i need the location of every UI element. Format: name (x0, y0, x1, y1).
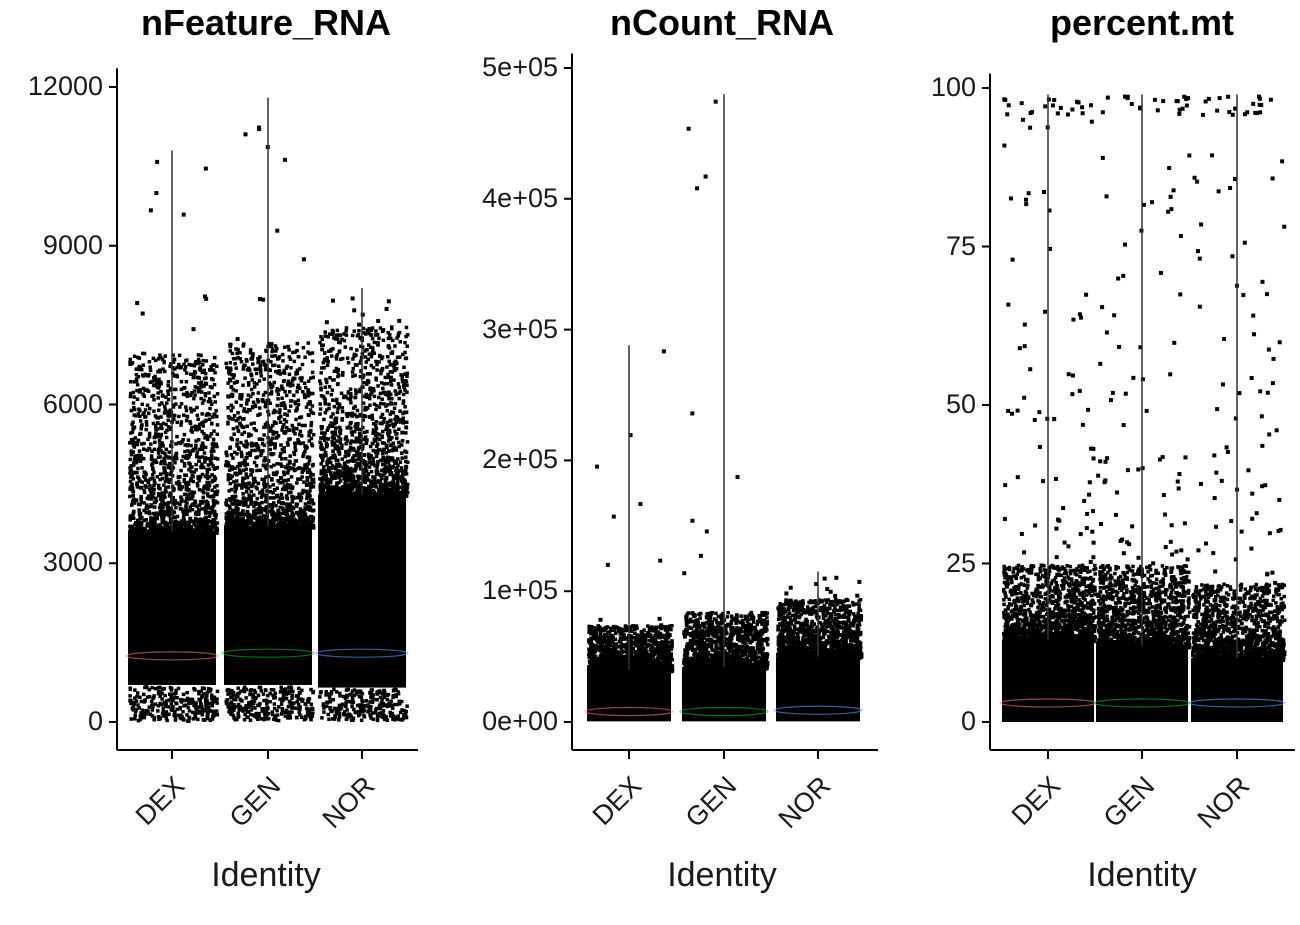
jitter-points-dex (584, 345, 675, 722)
x-axis-title: Identity (211, 856, 321, 894)
ytick-label: 6000 (42, 388, 103, 419)
ytick-label: 25 (945, 547, 976, 578)
ytick-label: 50 (945, 389, 976, 419)
jitter-points-dex (125, 150, 220, 723)
panel-title-percent-mt: percent.mt (1049, 2, 1235, 43)
x-axis-title: Identity (1087, 856, 1197, 894)
panel-title-nfeature: nFeature_RNA (140, 2, 392, 43)
jitter-points-dex (999, 94, 1098, 722)
ytick-label: 2e+05 (482, 444, 558, 475)
panel-title-ncount: nCount_RNA (610, 2, 834, 43)
panel-0-axes (109, 68, 418, 759)
jitter-points-gen (1093, 94, 1192, 722)
ytick-label: 9000 (42, 229, 103, 260)
ytick-label: 0 (960, 706, 976, 736)
ytick-label: 0e+00 (482, 706, 558, 736)
ytick-label: 5e+05 (482, 52, 558, 82)
ytick-label: 3000 (42, 547, 103, 578)
ytick-label: 4e+05 (482, 182, 558, 213)
jitter-points-nor (1188, 94, 1287, 722)
ytick-label: 3e+05 (482, 313, 558, 344)
jitter-points-gen (679, 94, 770, 722)
ytick-label: 12000 (27, 71, 103, 101)
ytick-label: 0 (87, 706, 103, 736)
ytick-label: 100 (930, 72, 976, 102)
jitter-points-gen (221, 97, 316, 723)
jitter-points-nor (773, 571, 864, 722)
panel-2-axes (982, 73, 1295, 759)
jitter-points-nor (315, 288, 410, 723)
x-axis-title: Identity (667, 856, 777, 894)
ytick-label: 75 (945, 230, 976, 261)
ytick-label: 1e+05 (482, 575, 558, 606)
panel-1-axes (564, 53, 878, 759)
